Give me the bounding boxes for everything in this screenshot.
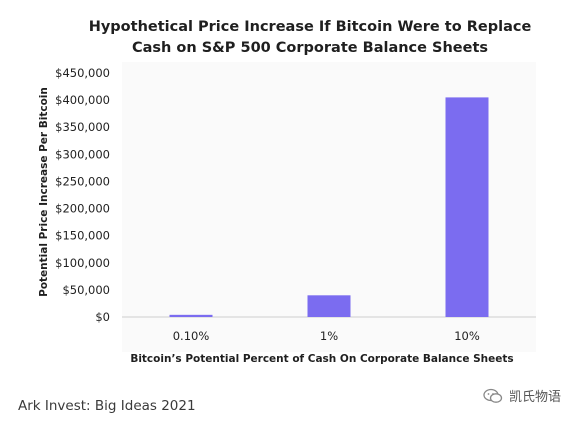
source-caption: Ark Invest: Big Ideas 2021 <box>18 398 196 414</box>
chart: Hypothetical Price Increase If Bitcoin W… <box>38 19 536 365</box>
x-tick-label: 10% <box>454 329 480 343</box>
y-tick-label: $100,000 <box>55 256 110 270</box>
chart-title-line-1: Hypothetical Price Increase If Bitcoin W… <box>89 19 532 35</box>
y-tick-label: $150,000 <box>55 229 110 243</box>
y-tick-label: $50,000 <box>62 283 110 297</box>
x-tick-label: 1% <box>320 329 338 343</box>
bar <box>307 295 351 317</box>
y-tick-label: $300,000 <box>55 147 110 161</box>
y-tick-label: $400,000 <box>55 93 110 107</box>
y-tick-label: $250,000 <box>55 174 110 188</box>
chart-title-line-2: Cash on S&P 500 Corporate Balance Sheets <box>132 40 488 56</box>
x-tick-label: 0.10% <box>173 329 210 343</box>
watermark: 凯氏物语 <box>483 386 561 405</box>
bars <box>169 97 489 318</box>
x-axis-label: Bitcoin’s Potential Percent of Cash On C… <box>130 353 513 365</box>
y-tick-label: $450,000 <box>55 66 110 80</box>
wechat-icon <box>483 388 503 404</box>
y-tick-label: $350,000 <box>55 120 110 134</box>
y-tick-label: $0 <box>95 310 110 324</box>
y-axis-label: Potential Price Increase Per Bitcoin <box>38 87 50 297</box>
bar <box>169 314 213 317</box>
bar <box>445 97 489 318</box>
watermark-text: 凯氏物语 <box>508 390 561 405</box>
x-axis: 0.10% 1% 10% <box>173 329 480 343</box>
y-tick-label: $200,000 <box>55 202 110 216</box>
y-axis: $0 $50,000 $100,000 $150,000 $200,000 $250,00… <box>55 66 110 324</box>
